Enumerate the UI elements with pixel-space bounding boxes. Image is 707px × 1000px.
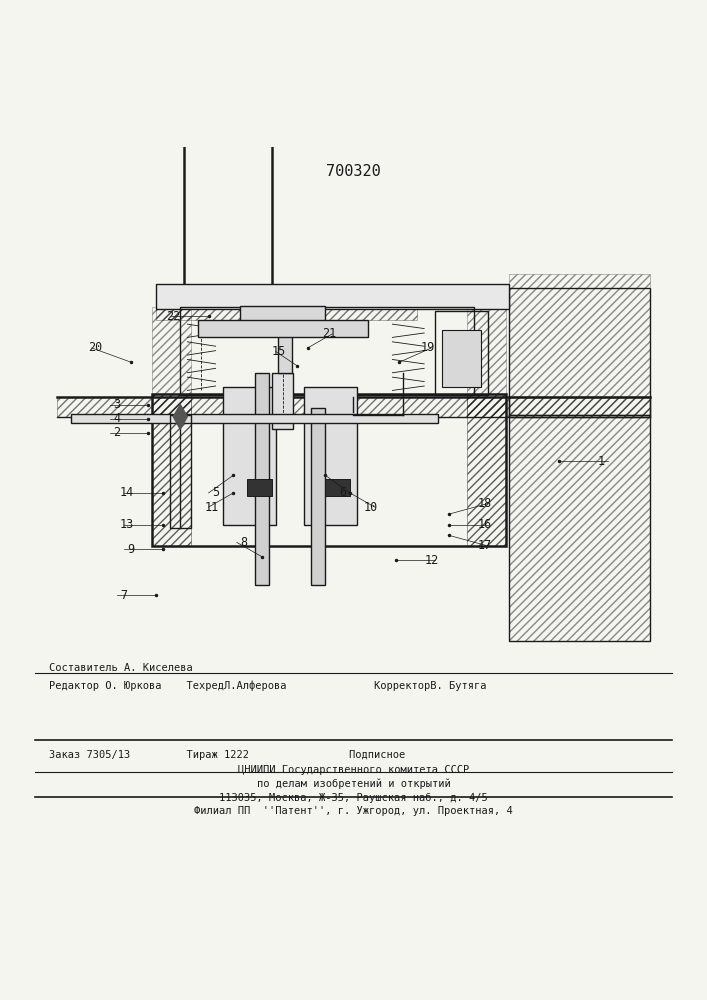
Bar: [156, 284, 509, 309]
Bar: [278, 330, 292, 373]
Text: 15: 15: [272, 345, 286, 358]
Bar: [223, 387, 276, 525]
Text: 6: 6: [339, 486, 346, 499]
Bar: [71, 414, 438, 423]
Bar: [152, 394, 191, 546]
Text: 9: 9: [127, 543, 134, 556]
Bar: [223, 387, 276, 525]
Bar: [304, 387, 357, 525]
Polygon shape: [173, 405, 187, 429]
Bar: [304, 387, 357, 525]
Bar: [509, 397, 650, 417]
Bar: [509, 288, 650, 415]
Bar: [57, 397, 650, 417]
Text: 3: 3: [113, 398, 120, 411]
Bar: [156, 306, 417, 320]
Text: 14: 14: [120, 486, 134, 499]
Bar: [170, 415, 191, 528]
Text: 700320: 700320: [326, 164, 381, 179]
Text: 20: 20: [88, 341, 103, 354]
Bar: [509, 415, 650, 641]
Text: ЦНИИПИ Государственного комитета СССР: ЦНИИПИ Государственного комитета СССР: [238, 765, 469, 775]
Text: 7: 7: [120, 589, 127, 602]
Text: 22: 22: [166, 310, 180, 323]
Bar: [272, 373, 293, 429]
Bar: [152, 394, 506, 546]
Bar: [152, 307, 191, 417]
Bar: [311, 408, 325, 585]
Text: Филиал ПП  ''Патент'', г. Ужгород, ул. Проектная, 4: Филиал ПП ''Патент'', г. Ужгород, ул. Пр…: [194, 806, 513, 816]
Bar: [255, 373, 269, 585]
Text: 11: 11: [205, 501, 219, 514]
Text: Редактор О. Юркова    ТехредЛ.Алферова              КорректорВ. Бутяга: Редактор О. Юркова ТехредЛ.Алферова Корр…: [49, 681, 487, 691]
Bar: [198, 320, 368, 337]
Bar: [435, 311, 488, 395]
Text: 21: 21: [322, 327, 336, 340]
Text: 13: 13: [120, 518, 134, 531]
Text: 19: 19: [421, 341, 435, 354]
Text: 17: 17: [477, 539, 491, 552]
Text: 2: 2: [113, 426, 120, 439]
Text: Заказ 7305/13         Тираж 1222                Подписное: Заказ 7305/13 Тираж 1222 Подписное: [49, 750, 406, 760]
Text: 12: 12: [424, 554, 438, 567]
Bar: [180, 307, 474, 395]
Text: 8: 8: [240, 536, 247, 549]
Text: 5: 5: [212, 486, 219, 499]
Bar: [442, 330, 481, 387]
Bar: [467, 307, 506, 417]
Bar: [325, 479, 350, 496]
Bar: [247, 479, 272, 496]
Text: Составитель А. Киселева: Составитель А. Киселева: [49, 663, 193, 673]
Text: по делам изобретений и открытий: по делам изобретений и открытий: [257, 779, 450, 789]
Text: 16: 16: [477, 518, 491, 531]
Text: 4: 4: [113, 412, 120, 425]
Bar: [240, 306, 325, 330]
Bar: [467, 394, 506, 546]
Text: 1: 1: [597, 455, 604, 468]
Text: 10: 10: [364, 501, 378, 514]
Bar: [509, 415, 650, 641]
Bar: [509, 274, 650, 415]
Text: 18: 18: [477, 497, 491, 510]
Text: 113035, Москва, Ж-35, Раушская наб., д. 4/5: 113035, Москва, Ж-35, Раушская наб., д. …: [219, 793, 488, 803]
Bar: [71, 414, 438, 423]
